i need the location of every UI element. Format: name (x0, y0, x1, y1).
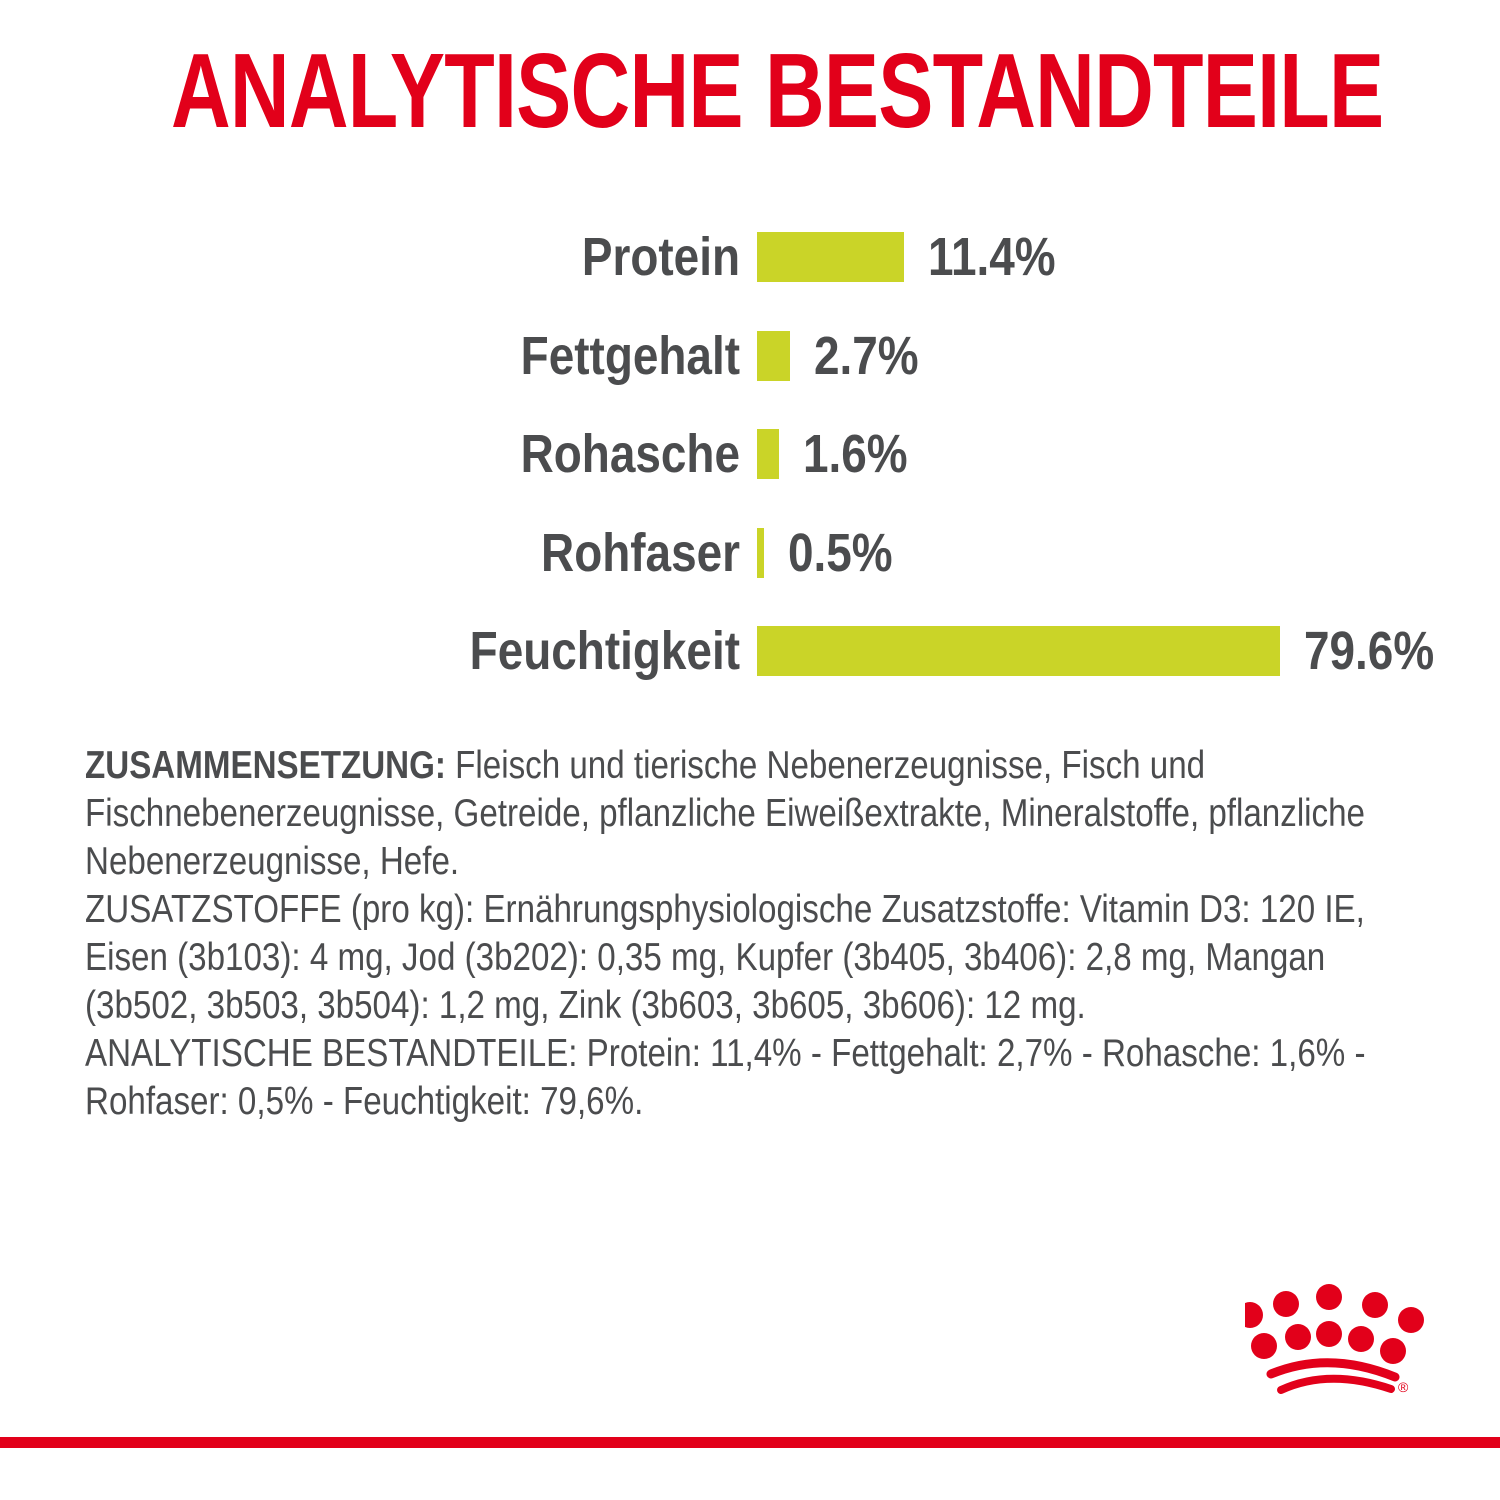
value-label: 1.6% (803, 424, 908, 484)
composition-label: ZUSAMMENSETZUNG: (85, 744, 446, 787)
chart-row-rohfaser: Rohfaser 0.5% (0, 523, 1500, 583)
crown-arcs (1266, 1358, 1400, 1394)
chart-row-protein: Protein 11.4% (0, 227, 1500, 287)
analytical-constituents-bar-chart: Protein 11.4% Fettgehalt 2.7% Rohasche 1… (0, 0, 1500, 720)
value-label: 79.6% (1304, 621, 1435, 681)
category-label: Feuchtigkeit (469, 621, 740, 681)
composition-text: Fleisch und tierische Nebenerzeugnisse, … (85, 744, 1366, 883)
page-title-wrap: ANALYTISCHE BESTANDTEILE (0, 38, 1500, 144)
crown-dots (1245, 1284, 1424, 1364)
value-label: 2.7% (814, 326, 919, 386)
registered-mark: ® (1398, 1379, 1409, 1395)
bar (757, 331, 790, 381)
bottom-red-stripe (0, 1437, 1500, 1448)
additives-paragraph: ZUSATZSTOFFE (pro kg): Ernährungsphysiol… (85, 888, 1365, 1027)
analytical-paragraph: ANALYTISCHE BESTANDTEILE: Protein: 11,4%… (85, 1032, 1366, 1123)
value-label: 11.4% (928, 227, 1056, 287)
value-label: 0.5% (788, 523, 893, 583)
royal-canin-crown-logo: ® (1245, 1284, 1424, 1395)
category-label: Protein (581, 227, 740, 287)
category-label: Rohfaser (541, 523, 740, 583)
chart-row-rohasche: Rohasche 1.6% (0, 424, 1500, 484)
chart-row-feuchtigkeit: Feuchtigkeit 79.6% (0, 621, 1500, 681)
bar (757, 626, 1280, 676)
bar (757, 232, 904, 282)
page-title: ANALYTISCHE BESTANDTEILE (170, 32, 1384, 150)
bar (757, 429, 779, 479)
bar (757, 528, 764, 578)
ingredients-info-block: ZUSAMMENSETZUNG: Fleisch und tierische N… (85, 742, 1430, 1126)
category-label: Fettgehalt (520, 326, 740, 386)
category-label: Rohasche (520, 424, 740, 484)
chart-row-fettgehalt: Fettgehalt 2.7% (0, 326, 1500, 386)
composition-paragraph: ZUSAMMENSETZUNG: Fleisch und tierische N… (85, 742, 1430, 886)
